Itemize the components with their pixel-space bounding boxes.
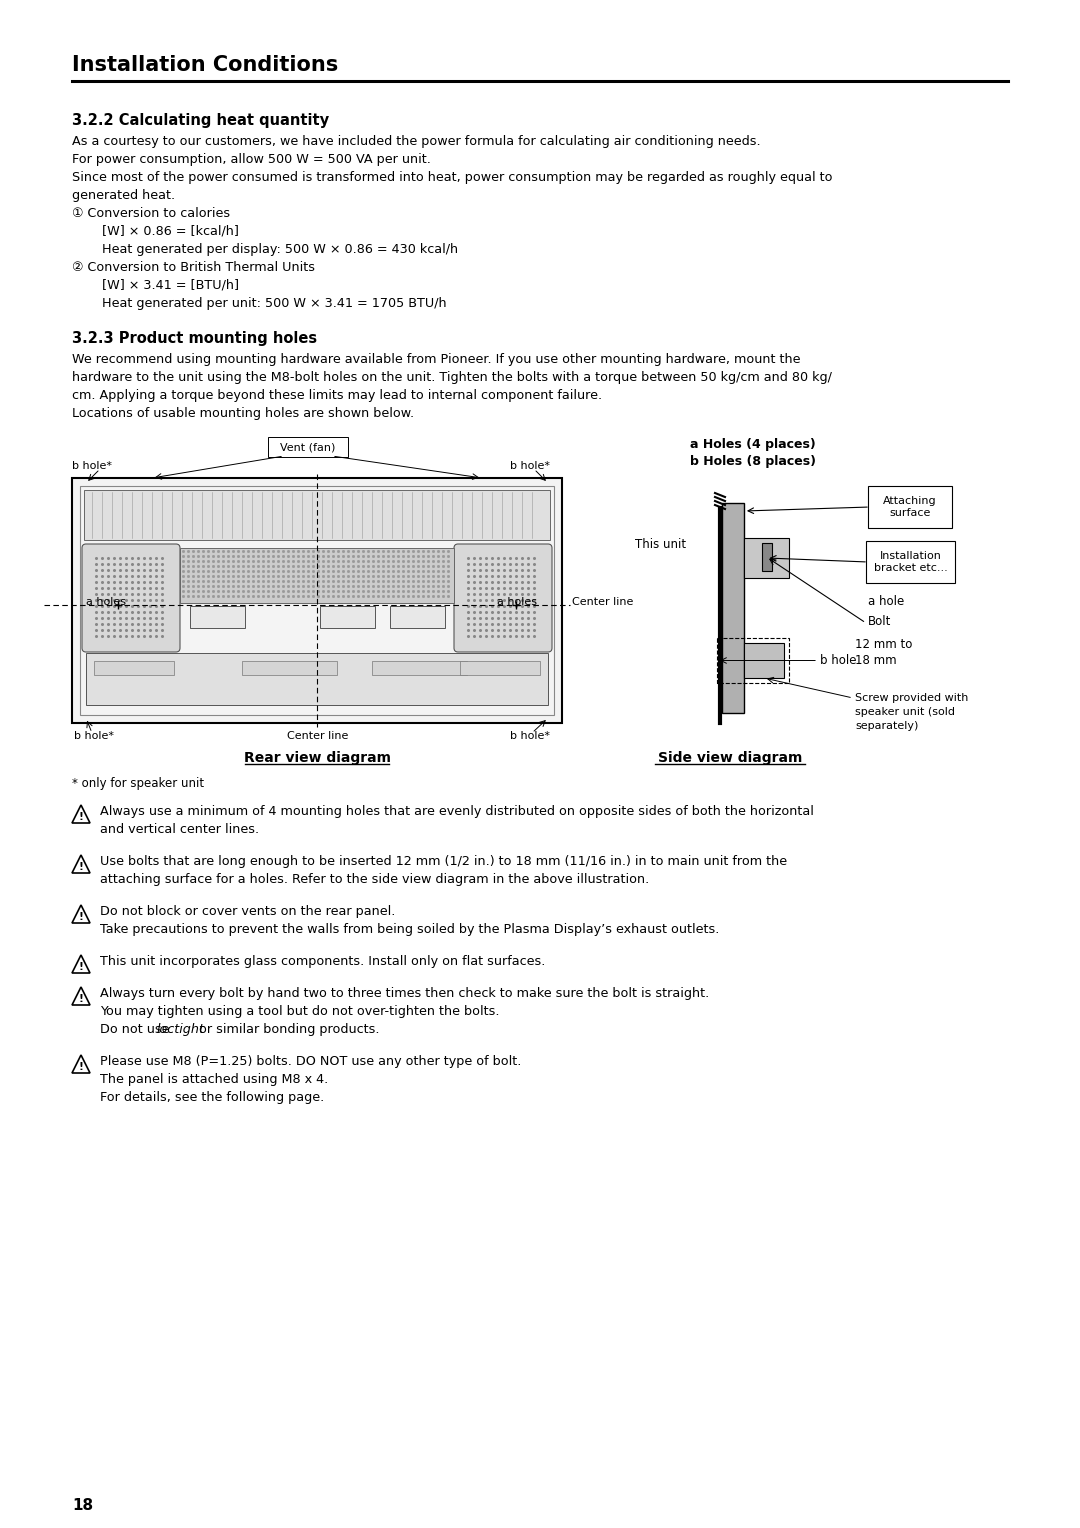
Text: a hole: a hole [868,594,904,608]
Text: [W] × 3.41 = [BTU/h]: [W] × 3.41 = [BTU/h] [102,280,239,292]
Text: We recommend using mounting hardware available from Pioneer. If you use other mo: We recommend using mounting hardware ava… [72,353,800,367]
Text: b hole: b hole [820,654,856,668]
Text: !: ! [79,961,83,972]
Text: Center line: Center line [572,597,633,607]
Text: Heat generated per unit: 500 W × 3.41 = 1705 BTU/h: Heat generated per unit: 500 W × 3.41 = … [102,296,447,310]
Text: Since most of the power consumed is transformed into heat, power consumption may: Since most of the power consumed is tran… [72,171,833,183]
Bar [372,662,467,675]
Text: * only for speaker unit: * only for speaker unit [72,778,204,790]
Text: Do not block or cover vents on the rear panel.: Do not block or cover vents on the rear … [100,905,395,918]
Text: Bolt: Bolt [868,614,891,628]
Text: This unit: This unit [635,538,686,552]
FancyBboxPatch shape [868,486,951,529]
Bar [723,503,744,714]
FancyBboxPatch shape [268,437,348,457]
FancyBboxPatch shape [454,544,552,652]
Text: Always use a minimum of 4 mounting holes that are evenly distributed on opposite: Always use a minimum of 4 mounting holes… [100,805,814,817]
Text: !: ! [79,912,83,921]
Text: The panel is attached using M8 x 4.: The panel is attached using M8 x 4. [100,1073,328,1086]
Text: ① Conversion to calories: ① Conversion to calories [72,206,230,220]
Text: Always turn every bolt by hand two to three times then check to make sure the bo: Always turn every bolt by hand two to th… [100,987,710,999]
Text: a Holes (4 places): a Holes (4 places) [690,439,815,451]
Text: speaker unit (sold: speaker unit (sold [855,707,955,717]
Text: attaching surface for a holes. Refer to the side view diagram in the above illus: attaching surface for a holes. Refer to … [100,872,649,886]
Text: As a courtesy to our customers, we have included the power formula for calculati: As a courtesy to our customers, we have … [72,134,760,148]
Text: b hole*: b hole* [72,461,112,471]
Text: b Holes (8 places): b Holes (8 places) [690,455,816,468]
Text: Do not use: Do not use [100,1024,174,1036]
Text: cm. Applying a torque beyond these limits may lead to internal component failure: cm. Applying a torque beyond these limit… [72,390,603,402]
Bar [242,662,337,675]
Text: Rear view diagram: Rear view diagram [243,750,391,766]
Text: !: ! [79,993,83,1004]
Text: Take precautions to prevent the walls from being soiled by the Plasma Display’s : Take precautions to prevent the walls fr… [100,923,719,937]
Text: Screw provided with: Screw provided with [855,694,969,703]
Text: 18 mm: 18 mm [855,654,896,668]
Bar [717,639,789,683]
Text: or similar bonding products.: or similar bonding products. [195,1024,380,1036]
Text: For details, see the following page.: For details, see the following page. [100,1091,324,1105]
Bar [80,486,554,715]
Text: Installation
bracket etc...: Installation bracket etc... [874,552,947,573]
Text: a holes: a holes [497,597,537,607]
Text: b hole*: b hole* [75,730,114,741]
Bar [761,542,771,571]
Text: hardware to the unit using the M8-bolt holes on the unit. Tighten the bolts with: hardware to the unit using the M8-bolt h… [72,371,832,384]
Text: Center line: Center line [287,730,349,741]
Text: For power consumption, allow 500 W = 500 VA per unit.: For power consumption, allow 500 W = 500… [72,153,431,167]
Bar [460,662,540,675]
Text: separately): separately) [855,721,918,730]
Text: b hole*: b hole* [510,730,550,741]
Bar [180,549,454,604]
Text: Please use M8 (P=1.25) bolts. DO NOT use any other type of bolt.: Please use M8 (P=1.25) bolts. DO NOT use… [100,1054,522,1068]
Text: 3.2.2 Calculating heat quantity: 3.2.2 Calculating heat quantity [72,113,329,128]
FancyBboxPatch shape [866,541,955,584]
Text: Vent (fan): Vent (fan) [281,442,336,452]
Bar [86,652,548,704]
Bar [94,662,174,675]
Bar [744,538,789,578]
Text: !: ! [79,1062,83,1071]
Text: Side view diagram: Side view diagram [658,750,802,766]
Text: 3.2.3 Product mounting holes: 3.2.3 Product mounting holes [72,332,318,345]
Text: Use bolts that are long enough to be inserted 12 mm (1/2 in.) to 18 mm (11/16 in: Use bolts that are long enough to be ins… [100,856,787,868]
Text: ② Conversion to British Thermal Units: ② Conversion to British Thermal Units [72,261,315,274]
Text: Heat generated per display: 500 W × 0.86 = 430 kcal/h: Heat generated per display: 500 W × 0.86… [102,243,458,257]
Text: !: ! [79,862,83,871]
Bar [84,490,550,539]
Bar [72,478,562,723]
FancyBboxPatch shape [82,544,180,652]
Text: [W] × 0.86 = [kcal/h]: [W] × 0.86 = [kcal/h] [102,225,239,238]
Text: a holes: a holes [86,597,126,607]
Text: loctight: loctight [157,1024,204,1036]
Text: Locations of usable mounting holes are shown below.: Locations of usable mounting holes are s… [72,406,414,420]
Text: Attaching
surface: Attaching surface [883,497,936,518]
Text: You may tighten using a tool but do not over-tighten the bolts.: You may tighten using a tool but do not … [100,1005,499,1018]
Bar [190,607,245,628]
Text: 12 mm to: 12 mm to [855,639,913,651]
Text: 18: 18 [72,1497,93,1513]
Text: generated heat.: generated heat. [72,189,175,202]
Text: Installation Conditions: Installation Conditions [72,55,338,75]
Bar [320,607,375,628]
Bar [744,643,784,678]
Text: !: ! [79,811,83,822]
Text: b hole*: b hole* [510,461,550,471]
Text: and vertical center lines.: and vertical center lines. [100,824,259,836]
Text: This unit incorporates glass components. Install only on flat surfaces.: This unit incorporates glass components.… [100,955,545,969]
Bar [390,607,445,628]
